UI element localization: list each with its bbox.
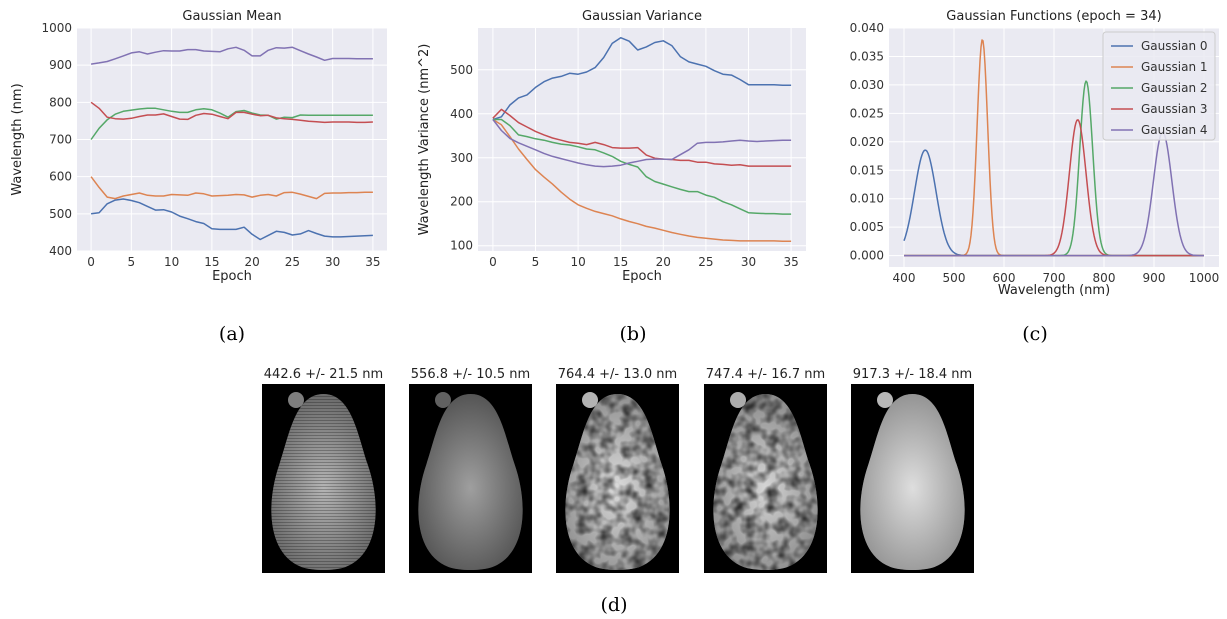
chart-title: Gaussian Functions (epoch = 34) xyxy=(946,9,1161,24)
series-line-2 xyxy=(492,118,792,215)
y-tick-label: 500 xyxy=(450,63,473,77)
wavelength-images: 442.6 +/- 21.5 nm 556.8 +/- 10.5 nm 764.4 … xyxy=(262,367,974,573)
y-tick-label: 0.005 xyxy=(850,220,884,234)
wavelength-image: 917.3 +/- 18.4 nm xyxy=(851,367,974,573)
gaussian-mean-chart: 0 5 10 15 20 25 30 35 400 500 600 700 800 900 1000 Gaus… xyxy=(10,9,387,284)
image-title: 764.4 +/- 13.0 nm xyxy=(558,367,677,382)
x-axis-label: Wavelength (nm) xyxy=(998,283,1110,298)
object-stem xyxy=(288,392,304,408)
y-tick-label: 0.030 xyxy=(850,78,884,92)
x-tick-label: 5 xyxy=(532,255,540,269)
legend-entry-1: Gaussian 1 xyxy=(1141,60,1208,74)
x-tick-label: 500 xyxy=(943,271,966,285)
y-tick-label: 200 xyxy=(450,195,473,209)
wavelength-image: 764.4 +/- 13.0 nm xyxy=(556,367,679,573)
series-lines xyxy=(903,39,1204,257)
x-axis-label: Epoch xyxy=(622,269,662,284)
image-title: 442.6 +/- 21.5 nm xyxy=(264,367,383,382)
y-tick-label: 600 xyxy=(49,170,72,184)
series-line-1 xyxy=(90,176,373,200)
y-tick-label: 0.020 xyxy=(850,135,884,149)
y-tick-label: 0.015 xyxy=(850,163,884,177)
x-tick-label: 15 xyxy=(613,255,628,269)
series-line-1 xyxy=(492,118,792,243)
x-tick-label: 25 xyxy=(698,255,713,269)
y-tick-label: 0.025 xyxy=(850,106,884,120)
caption-a: (a) xyxy=(219,323,245,345)
y-tick-label: 900 xyxy=(49,58,72,72)
object-stem xyxy=(877,392,893,408)
series-lines xyxy=(90,46,373,241)
series-line-2 xyxy=(90,107,373,140)
x-tick-label: 35 xyxy=(783,255,798,269)
series-line-0 xyxy=(492,36,792,121)
x-tick-label: 0 xyxy=(87,255,95,269)
y-axis-label: Wavelength (nm) xyxy=(10,83,25,195)
x-tick-label: 10 xyxy=(164,255,179,269)
wavelength-image: 556.8 +/- 10.5 nm xyxy=(409,367,532,573)
legend-entry-2: Gaussian 2 xyxy=(1141,81,1208,95)
chart-title: Gaussian Variance xyxy=(582,9,702,24)
plot-area xyxy=(478,28,806,251)
y-tick-label: 1000 xyxy=(41,21,72,35)
x-axis-label: Epoch xyxy=(212,269,252,284)
x-tick-label: 25 xyxy=(285,255,300,269)
image-title: 917.3 +/- 18.4 nm xyxy=(853,367,972,382)
wavelength-image: 747.4 +/- 16.7 nm xyxy=(704,367,827,573)
series-line-4 xyxy=(492,119,792,168)
x-tick-label: 900 xyxy=(1143,271,1166,285)
x-tick-label: 35 xyxy=(365,255,380,269)
legend-entry-0: Gaussian 0 xyxy=(1141,39,1208,53)
x-tick-label: 15 xyxy=(204,255,219,269)
y-tick-label: 800 xyxy=(49,95,72,109)
object-stem xyxy=(435,392,451,408)
x-tick-label: 30 xyxy=(325,255,340,269)
x-tick-label: 600 xyxy=(993,271,1016,285)
y-tick-label: 100 xyxy=(450,239,473,253)
y-axis-label: Wavelength Variance (nm^2) xyxy=(417,44,432,236)
y-tick-label: 300 xyxy=(450,151,473,165)
image-title: 747.4 +/- 16.7 nm xyxy=(706,367,825,382)
chart-title: Gaussian Mean xyxy=(182,9,281,24)
y-tick-label: 500 xyxy=(49,207,72,221)
x-tick-label: 0 xyxy=(489,255,497,269)
y-tick-label: 400 xyxy=(49,244,72,258)
x-tick-label: 400 xyxy=(893,271,916,285)
series-line-3 xyxy=(492,108,792,167)
y-tick-label: 0.035 xyxy=(850,49,884,63)
y-tick-label: 0.010 xyxy=(850,192,884,206)
wavelength-image: 442.6 +/- 21.5 nm xyxy=(262,367,385,573)
image-title: 556.8 +/- 10.5 nm xyxy=(411,367,530,382)
x-tick-label: 20 xyxy=(656,255,671,269)
y-tick-label: 400 xyxy=(450,107,473,121)
gaussian-variance-chart: 0 5 10 15 20 25 30 35 100 200 300 400 500 Gaussian Va… xyxy=(417,9,806,284)
x-tick-label: 5 xyxy=(128,255,136,269)
caption-d: (d) xyxy=(601,594,628,616)
legend-entry-4: Gaussian 4 xyxy=(1141,123,1208,137)
legend: Gaussian 0 Gaussian 1 Gaussian 2 Gaussian 3… xyxy=(1102,31,1216,141)
object-stem xyxy=(730,392,746,408)
x-tick-label: 1000 xyxy=(1189,271,1220,285)
y-tick-label: 700 xyxy=(49,133,72,147)
series-line-0 xyxy=(90,198,373,241)
series-line-4 xyxy=(90,46,373,65)
series-line-4 xyxy=(904,131,1204,257)
y-tick-label: 0.000 xyxy=(850,249,884,263)
series-lines xyxy=(492,36,792,243)
x-tick-label: 700 xyxy=(1043,271,1066,285)
x-tick-label: 20 xyxy=(244,255,259,269)
y-tick-label: 0.040 xyxy=(850,21,884,35)
legend-entry-3: Gaussian 3 xyxy=(1141,102,1208,116)
object-stem xyxy=(582,392,598,408)
caption-c: (c) xyxy=(1022,323,1047,345)
x-tick-label: 800 xyxy=(1093,271,1116,285)
gaussian-functions-chart: 400 500 600 700 800 900 1000 0.000 0.005 0.010 0.0… xyxy=(850,9,1220,298)
x-tick-label: 30 xyxy=(741,255,756,269)
caption-b: (b) xyxy=(620,323,647,345)
x-tick-label: 10 xyxy=(570,255,585,269)
series-line-3 xyxy=(90,101,373,124)
legend-frame xyxy=(1102,31,1216,141)
